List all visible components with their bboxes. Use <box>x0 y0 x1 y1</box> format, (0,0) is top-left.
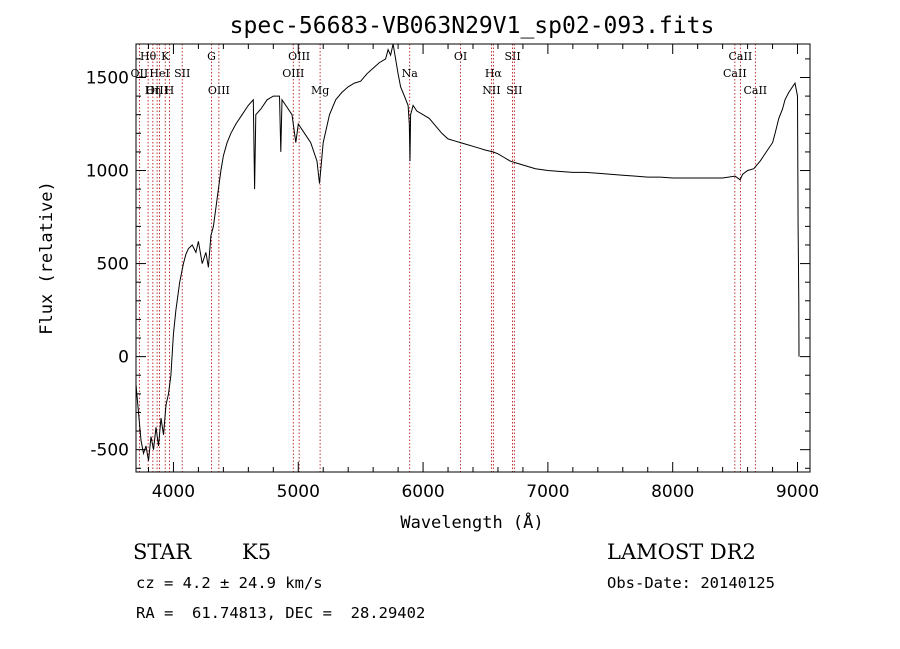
line-label: Hη <box>145 84 161 97</box>
x-tick-label: 7000 <box>526 482 569 502</box>
line-label: OIII <box>208 84 230 97</box>
line-label: Na <box>402 67 419 80</box>
line-label: CaII <box>723 67 747 80</box>
y-tick-label: 1500 <box>86 68 129 88</box>
line-label: NII <box>482 84 500 97</box>
x-tick-label: 8000 <box>651 482 694 502</box>
y-tick-label: -500 <box>90 441 129 461</box>
object-subclass: K5 <box>242 540 272 564</box>
x-tick-label: 5000 <box>277 482 320 502</box>
line-label: SII <box>504 50 520 63</box>
line-label: HeI <box>149 67 169 80</box>
y-axis-label: Flux (relative) <box>37 181 57 335</box>
y-tick-label: 1000 <box>86 162 129 182</box>
y-tick-label: 0 <box>118 348 129 368</box>
x-axis-label: Wavelength (Å) <box>400 511 543 533</box>
line-label: K <box>161 50 170 63</box>
line-label: H <box>165 84 175 97</box>
x-tick-label: 6000 <box>401 482 444 502</box>
chart-title: spec-56683-VB063N29V1_sp02-093.fits <box>230 13 715 39</box>
y-tick-label: 500 <box>97 255 129 275</box>
x-tick-label: 9000 <box>776 482 819 502</box>
redshift-readout: cz = 4.2 ± 24.9 km/s <box>136 574 323 592</box>
obs-date: Obs-Date: 20140125 <box>607 574 775 592</box>
line-label: Mg <box>311 84 329 97</box>
spectrum-line <box>135 43 800 461</box>
survey-name: LAMOST DR2 <box>607 540 756 564</box>
line-label: SII <box>174 67 190 80</box>
spectral-line-markers: HθOIIOIIIHηKHeIHSIIGOIIIOIIIOIIIMgNaOIHα… <box>131 44 767 472</box>
line-label: Hα <box>485 67 503 80</box>
line-label: OII <box>131 67 149 80</box>
line-label: G <box>207 50 216 63</box>
line-label: SII <box>506 84 522 97</box>
x-tick-label: 4000 <box>152 482 195 502</box>
line-label: OIII <box>288 50 310 63</box>
line-label: CaII <box>729 50 753 63</box>
line-label: OI <box>454 50 467 63</box>
plot-frame <box>135 43 811 473</box>
object-class: STAR <box>133 540 192 564</box>
line-label: CaII <box>743 84 767 97</box>
line-label: Hθ <box>140 50 157 63</box>
line-label: OIII <box>282 67 304 80</box>
coordinates: RA = 61.74813, DEC = 28.29402 <box>136 604 426 622</box>
line-label: OIII <box>146 84 168 97</box>
axis-ticks: 4000 5000 6000 7000 8000 9000 -500 0 500 1000 1500 <box>86 44 819 502</box>
